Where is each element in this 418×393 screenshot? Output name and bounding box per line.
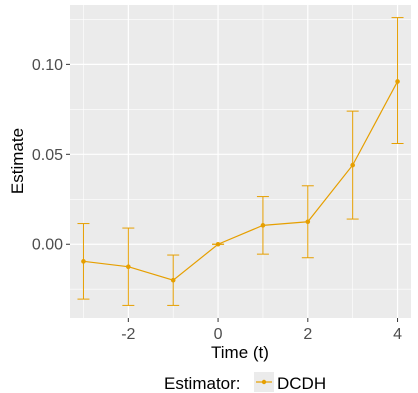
- data-point: [260, 223, 266, 228]
- legend-key-point: [261, 379, 267, 385]
- x-axis-title: Time (t): [211, 343, 269, 362]
- y-tick-label: 0.10: [32, 57, 63, 74]
- x-tick-label: -2: [121, 326, 135, 343]
- data-point: [215, 241, 221, 247]
- data-point: [395, 79, 400, 84]
- x-tick-label: 2: [303, 326, 312, 343]
- data-point: [170, 277, 176, 283]
- data-point: [126, 264, 131, 270]
- x-tick-label: 0: [214, 326, 223, 343]
- x-tick-label: 4: [393, 326, 402, 343]
- series-points: [81, 79, 400, 283]
- x-axis-ticks: -2 0 2 4: [121, 318, 402, 343]
- data-point: [350, 162, 355, 168]
- series-lines: [83, 81, 399, 281]
- legend: Estimator: DCDH: [164, 372, 326, 393]
- legend-title: Estimator:: [164, 374, 241, 393]
- legend-entry-dcdh: DCDH: [277, 374, 326, 393]
- y-tick-label: 0.00: [32, 237, 63, 254]
- y-axis-title: Estimate: [8, 128, 27, 194]
- series-line-dcdh: [83, 81, 399, 281]
- data-point: [305, 219, 311, 225]
- y-axis-ticks: 0.00 0.05 0.10: [32, 57, 70, 254]
- plot-panel: [70, 5, 411, 318]
- data-point: [81, 259, 86, 264]
- grid-lines: [70, 5, 411, 318]
- y-tick-label: 0.05: [32, 147, 63, 164]
